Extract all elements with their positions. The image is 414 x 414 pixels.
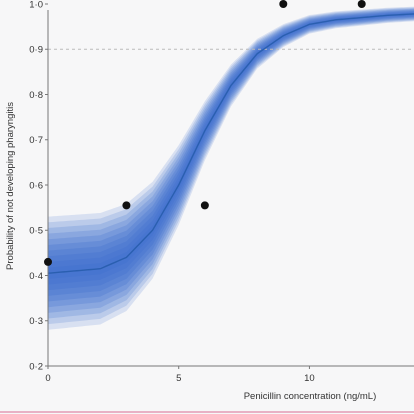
y-tick-label: 0·9	[29, 45, 43, 56]
observed-point	[200, 201, 209, 210]
x-tick-label: 10	[304, 373, 315, 384]
y-axis-title: Probability of not developing pharyngiti…	[5, 102, 16, 270]
uncertainty-band	[48, 10, 414, 302]
observed-point	[279, 0, 288, 8]
observed-point	[122, 201, 131, 210]
uncertainty-bands	[48, 6, 414, 330]
uncertainty-band	[48, 6, 414, 330]
y-tick-label: 0·6	[29, 180, 43, 191]
observed-point	[357, 0, 366, 8]
y-tick-label: 0·7	[29, 135, 43, 146]
uncertainty-band	[48, 8, 414, 313]
x-tick-label: 5	[176, 373, 181, 384]
y-tick-label: 0·2	[29, 361, 43, 372]
y-tick-label: 0·5	[29, 226, 43, 237]
axes: 0·2 0·3 0·4 0·5 0·6 0·7 0·8 0·9 1·0 0 5 10	[29, 0, 414, 384]
uncertainty-band	[48, 7, 414, 325]
uncertainty-band	[48, 11, 414, 296]
observed-point	[44, 257, 52, 266]
x-tick-label: 0	[45, 373, 50, 384]
observed-points	[44, 0, 366, 266]
uncertainty-band	[48, 11, 414, 291]
uncertainty-band	[48, 8, 414, 319]
fitted-curve	[48, 13, 414, 274]
y-tick-label: 0·3	[29, 316, 43, 327]
x-axis-title: Penicillin concentration (ng/mL)	[244, 391, 377, 402]
y-tick-label: 0·8	[29, 90, 43, 101]
y-tick-label: 0·4	[29, 271, 43, 282]
y-tick-label: 1·0	[29, 0, 43, 10]
uncertainty-band	[48, 9, 414, 308]
